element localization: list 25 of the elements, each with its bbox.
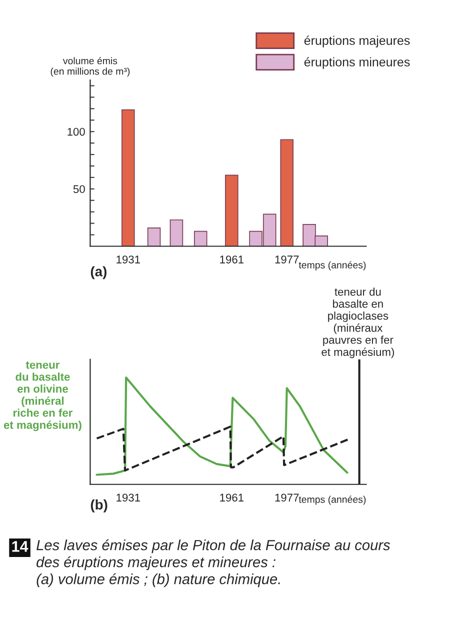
legend-label: éruptions mineures bbox=[304, 57, 410, 69]
y2-axis-title: teneur du basalte en plagioclases (minéraux pauvres en fer et magnésium) bbox=[322, 288, 394, 358]
y-axis-title: teneur du basalte en olivine (minéral riche en fer et magnésium) bbox=[4, 361, 82, 432]
x-tick-label: 1931 bbox=[116, 256, 140, 264]
y-tick-label: 50 bbox=[73, 185, 85, 194]
x-tick-label: 1977 bbox=[275, 494, 299, 502]
bar bbox=[147, 227, 161, 246]
bar bbox=[122, 109, 135, 246]
bar bbox=[280, 139, 294, 246]
x-tick-label: 1977 bbox=[275, 256, 299, 264]
legend-label: éruptions majeures bbox=[304, 36, 410, 48]
text: Les laves émises par le Piton de la Fournaise au cours des éruptions majeures et mineures : (a) volume émis ; (b) nature chimique. bbox=[36, 539, 390, 588]
x-axis-title: temps (années) bbox=[298, 261, 366, 270]
y-axis-title: volume émis (en millions de m³) bbox=[50, 57, 130, 77]
text: (b) bbox=[90, 499, 108, 512]
bar bbox=[225, 174, 238, 246]
bar bbox=[194, 230, 208, 246]
x-tick-label: 1961 bbox=[220, 256, 244, 264]
x-tick-label: 1961 bbox=[220, 494, 244, 502]
bar bbox=[170, 219, 184, 246]
x-axis-title: temps (années) bbox=[298, 496, 366, 505]
y-tick-label: 100 bbox=[68, 128, 85, 136]
text: (a) bbox=[90, 266, 106, 280]
text: 14 bbox=[12, 541, 28, 552]
x-tick-label: 1931 bbox=[116, 494, 140, 502]
